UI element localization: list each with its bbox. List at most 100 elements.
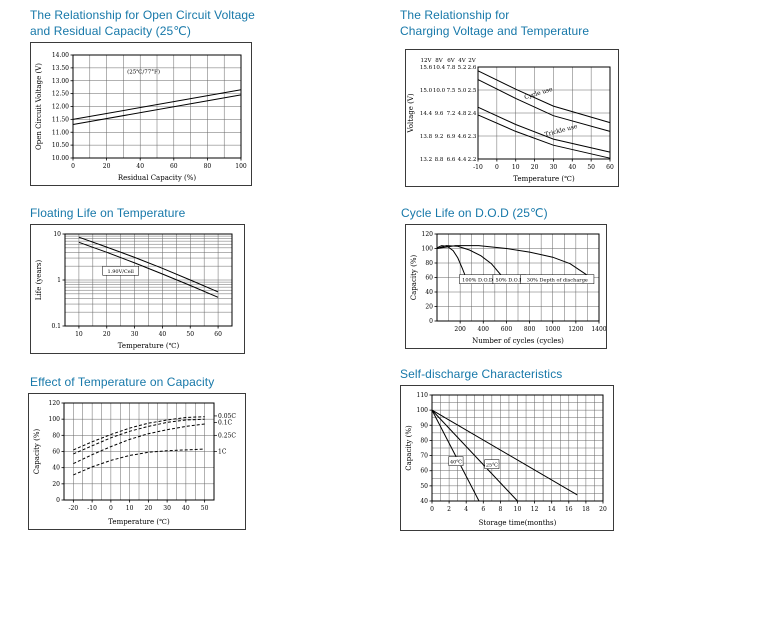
- svg-text:10: 10: [512, 164, 520, 171]
- svg-text:12: 12: [531, 506, 539, 513]
- chart-box-floating-life: 10 20 30 40 50 60 0.1 1 10 1.90V/Cell Temperature …: [30, 224, 245, 354]
- section-charging-voltage-temp: The Relationship for Charging Voltage an…: [400, 7, 619, 192]
- svg-text:13.00: 13.00: [52, 78, 69, 85]
- svg-text:6V: 6V: [447, 58, 455, 64]
- heading-self-discharge: Self-discharge Characteristics: [400, 366, 614, 382]
- svg-text:8.8: 8.8: [435, 157, 444, 163]
- svg-text:4: 4: [464, 506, 468, 513]
- chart-box-cycle-life: 200 400 600 800 1000 1200 1400 0 20 40 60 80 100 120 1…: [405, 224, 607, 349]
- svg-text:1: 1: [57, 277, 61, 284]
- svg-text:0.25C: 0.25C: [218, 432, 236, 439]
- svg-text:20: 20: [531, 164, 539, 171]
- svg-text:40: 40: [568, 164, 576, 171]
- heading-line: Floating Life on Temperature: [30, 206, 186, 220]
- heading-line: Charging Voltage and Temperature: [400, 24, 590, 38]
- svg-text:20: 20: [425, 304, 433, 311]
- svg-text:10.50: 10.50: [52, 142, 69, 149]
- svg-text:7.5: 7.5: [447, 88, 456, 94]
- float-chart-canvas: 10 20 30 40 50 60 0.1 1 10 1.90V/Cell Temperature …: [35, 231, 233, 350]
- svg-text:80: 80: [420, 437, 428, 444]
- svg-text:9.2: 9.2: [435, 134, 444, 140]
- svg-text:20: 20: [103, 331, 111, 338]
- svg-text:12.50: 12.50: [52, 91, 69, 98]
- svg-text:2.5: 2.5: [468, 88, 477, 94]
- svg-text:1.90V/Cell: 1.90V/Cell: [107, 269, 134, 275]
- svg-text:2.4: 2.4: [468, 111, 477, 117]
- svg-text:16: 16: [565, 506, 573, 513]
- svg-text:Temperature (℃): Temperature (℃): [513, 175, 575, 183]
- svg-text:10.00: 10.00: [52, 155, 69, 162]
- svg-text:Number of cycles (cycles): Number of cycles (cycles): [472, 337, 564, 345]
- svg-text:2.2: 2.2: [468, 157, 477, 163]
- svg-text:0: 0: [71, 163, 75, 170]
- svg-text:50: 50: [201, 505, 209, 512]
- svg-text:6.6: 6.6: [447, 157, 456, 163]
- svg-text:7.8: 7.8: [447, 65, 456, 71]
- svg-text:4V: 4V: [458, 58, 466, 64]
- svg-text:1000: 1000: [545, 326, 560, 333]
- svg-text:30: 30: [163, 505, 171, 512]
- svg-text:60: 60: [420, 468, 428, 475]
- svg-text:60: 60: [52, 449, 60, 456]
- svg-text:10: 10: [514, 506, 522, 513]
- svg-text:60: 60: [214, 331, 222, 338]
- svg-text:Capacity (%): Capacity (%): [410, 255, 418, 301]
- svg-text:25℃: 25℃: [486, 463, 498, 469]
- svg-text:600: 600: [501, 326, 513, 333]
- heading-line: Cycle Life on D.O.D (25℃): [401, 206, 548, 220]
- svg-text:20: 20: [599, 506, 607, 513]
- svg-text:Residual Capacity (%): Residual Capacity (%): [118, 174, 197, 182]
- svg-text:2: 2: [447, 506, 451, 513]
- svg-text:80: 80: [52, 432, 60, 439]
- svg-text:200: 200: [454, 326, 466, 333]
- svg-text:14.00: 14.00: [52, 52, 69, 59]
- svg-text:0: 0: [430, 506, 434, 513]
- svg-text:10.4: 10.4: [433, 65, 446, 71]
- svg-text:110: 110: [417, 392, 429, 399]
- svg-text:2V: 2V: [468, 58, 476, 64]
- chart-box-ocv-residual: 0 20 40 60 80 100 10.00 10.50 11.00 11.50 12.00 12.…: [30, 42, 252, 186]
- svg-text:6: 6: [481, 506, 485, 513]
- svg-text:13.2: 13.2: [420, 157, 432, 163]
- svg-text:120: 120: [422, 231, 434, 238]
- chart-box-charging-voltage-temp: -10 0 10 20 30 40 50 60 Cycle use Trickle use 12V 1…: [405, 49, 619, 187]
- chart-box-temp-capacity: -20 -10 0 10 20 30 40 50 0 20 40 60 80 100 120 0.05C 0.1…: [28, 393, 246, 530]
- svg-text:1C: 1C: [218, 449, 227, 456]
- svg-text:-10: -10: [87, 505, 97, 512]
- svg-text:7.2: 7.2: [447, 111, 456, 117]
- svg-text:0.1C: 0.1C: [218, 419, 233, 426]
- svg-text:8: 8: [498, 506, 502, 513]
- svg-text:100: 100: [235, 163, 247, 170]
- svg-text:5.2: 5.2: [458, 65, 467, 71]
- section-floating-life: Floating Life on Temperature 10 20 30 40 50 6…: [30, 205, 245, 359]
- svg-text:50: 50: [186, 331, 194, 338]
- svg-text:15.6: 15.6: [420, 65, 433, 71]
- section-cycle-life: Cycle Life on D.O.D (25℃) 200 400 600 800 10…: [401, 205, 607, 354]
- svg-text:Cycle use: Cycle use: [523, 86, 553, 101]
- svg-text:100: 100: [417, 407, 429, 414]
- svg-text:13.50: 13.50: [52, 65, 69, 72]
- svg-text:2.6: 2.6: [468, 65, 477, 71]
- svg-text:20: 20: [52, 481, 60, 488]
- svg-text:60: 60: [425, 275, 433, 282]
- section-ocv-residual: The Relationship for Open Circuit Voltag…: [30, 7, 255, 191]
- svg-text:50: 50: [420, 483, 428, 490]
- section-temp-capacity: Effect of Temperature on Capacity -20 -10…: [28, 374, 246, 535]
- svg-text:40: 40: [425, 289, 433, 296]
- svg-text:1200: 1200: [568, 326, 583, 333]
- svg-text:14.4: 14.4: [420, 111, 433, 117]
- svg-text:1400: 1400: [591, 326, 606, 333]
- chart-box-self-discharge: 0 2 4 6 8 10 12 14 16 18 20 40 50 60 70 80 90 100 110 40℃ 25…: [400, 385, 614, 531]
- heading-ocv-residual: The Relationship for Open Circuit Voltag…: [30, 7, 255, 39]
- svg-text:0: 0: [495, 164, 499, 171]
- svg-text:Capacity (%): Capacity (%): [33, 429, 41, 475]
- svg-text:14: 14: [548, 506, 556, 513]
- section-self-discharge: Self-discharge Characteristics 0 2 4 6 8 10 12…: [400, 366, 614, 536]
- svg-text:30: 30: [131, 331, 139, 338]
- svg-text:10: 10: [75, 331, 83, 338]
- heading-line: The Relationship for Open Circuit Voltag…: [30, 8, 255, 22]
- svg-text:Life (years): Life (years): [35, 259, 43, 300]
- svg-text:10.0: 10.0: [433, 88, 446, 94]
